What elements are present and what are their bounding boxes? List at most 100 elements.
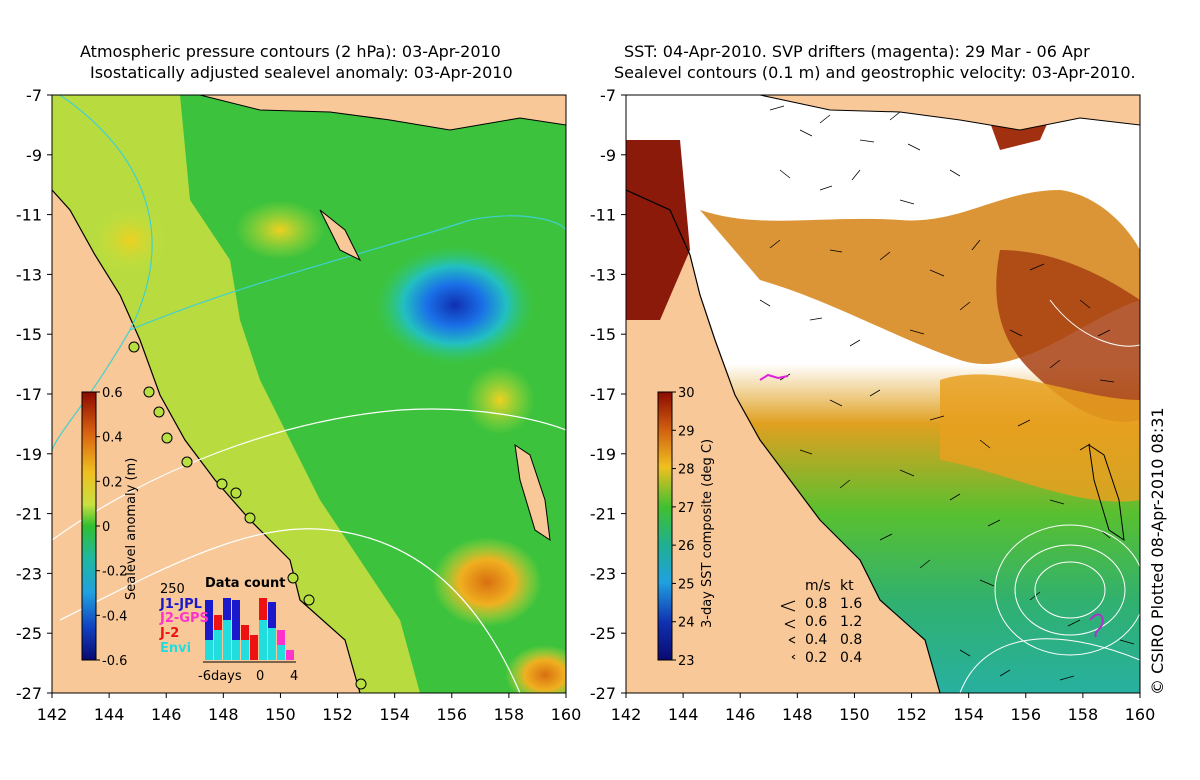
y-tick-label: -25 [16,624,42,643]
y-tick-label: -19 [16,445,42,464]
new-guinea-coast [52,95,566,131]
pressure-contour-4 [59,528,521,693]
colorbar-tick-label: 26 [678,539,695,554]
hist-bar [232,640,240,660]
y-tick-label: -11 [16,206,42,225]
hot-sst-patch [996,250,1140,422]
right-map [626,95,1140,693]
x-tick-label: 156 [437,705,468,724]
x-tick-label: 154 [953,705,984,724]
hist-bar [205,600,213,660]
y-tick-label: -13 [16,265,42,284]
warm-anomaly-eddy-south [505,645,566,693]
yellow-anomaly-patch [90,205,170,275]
gauge-marker [153,406,165,418]
gulf-hot-sst [626,140,690,320]
colorbar-tick-label: 29 [678,424,695,439]
gauge-marker [287,572,299,584]
y-tick-label: -23 [16,564,42,583]
svp-drifter-track [1089,613,1104,638]
colorbar-tick-label: 30 [678,386,695,401]
pressure-contour-2 [129,215,566,331]
velocity-legend-ms: 0.6 [805,614,827,630]
colorbar-tick-label: 28 [678,463,695,478]
pressure-contour-3 [52,408,566,541]
velocity-legend-ms: 0.2 [805,650,827,666]
data-count-axis-end: 4 [290,669,298,684]
left-title-line1: Atmospheric pressure contours (2 hPa): 0… [80,42,501,61]
x-tick-label: 146 [725,705,756,724]
data-count-max: 250 [160,582,185,597]
y-tick-label: -23 [590,564,616,583]
x-tick-label: 150 [839,705,870,724]
colorbar-tick-label: 0.6 [102,386,123,401]
velocity-legend-ms: 0.8 [805,596,827,612]
colorbar-tick-label: 0.2 [102,475,123,490]
x-tick-label: 158 [1068,705,1099,724]
velocity-legend-ms: 0.4 [805,632,827,648]
colorbar-tick-label: -0.2 [102,565,127,580]
left-colorbar [81,391,97,661]
x-tick-label: 148 [208,705,239,724]
gauge-marker [161,432,173,444]
x-tick-label: 154 [379,705,410,724]
subtropical-warm [940,374,1140,502]
new-caledonia-right [1088,443,1125,542]
velocity-legend-kt: 1.6 [840,596,862,612]
gauge-marker [143,386,155,398]
velocity-legend-kt: 0.8 [840,632,862,648]
y-tick-label: -15 [590,325,616,344]
left-title-line2: Isostatically adjusted sealevel anomaly:… [90,63,513,82]
velocity-legend-kt-header: kt [840,578,854,594]
hist-bar [250,635,258,660]
mission-label-j1: J1-JPL [159,597,202,612]
y-tick-label: -17 [590,385,616,404]
velocity-legend-arrows [780,600,796,660]
mission-label-envi: Envi [160,641,191,656]
velocity-legend-kt: 1.2 [840,614,862,630]
x-tick-label: 152 [322,705,353,724]
data-count-axis-start: -6days [198,669,242,684]
gauge-marker [181,456,193,468]
right-colorbar-label: 3-day SST composite (deg C) [700,439,715,628]
colorbar-tick-label: 23 [678,654,695,669]
x-tick-label: 160 [1125,705,1156,724]
hist-bar [205,640,213,660]
x-tick-label: 142 [37,705,68,724]
yellow-anomaly-patch-3 [465,365,535,435]
colorbar-tick-label: -0.4 [102,609,127,624]
plot-credit-text: © CSIRO Plotted 08-Apr-2010 08:31 [1148,407,1167,695]
y-tick-label: -15 [16,325,42,344]
warm-anomaly-eddy [432,537,542,627]
x-tick-label: 150 [265,705,296,724]
australia-coastline-right [626,189,941,693]
y-tick-label: -9 [26,146,42,165]
gauge-marker [230,487,242,499]
hist-bar [277,645,285,660]
mission-label-j2: J2-GPS [159,611,209,626]
hist-bar [214,630,222,660]
axes-layer: 142 144 146 148 150 152 154 156 158 160 -7 -9 -11 -13… [16,86,1155,724]
y-tick-label: -27 [590,684,616,703]
left-panel-title: Atmospheric pressure contours (2 hPa): 0… [80,41,513,83]
y-tick-label: -17 [16,385,42,404]
right-title-line2: Sealevel contours (0.1 m) and geostrophi… [614,63,1136,82]
y-tick-label: -9 [600,146,616,165]
y-tick-label: -25 [590,624,616,643]
colorbar-tick-label: 24 [678,616,695,631]
y-tick-label: -27 [16,684,42,703]
x-tick-label: 144 [94,705,125,724]
y-tick-label: -11 [590,206,616,225]
x-tick-label: 152 [896,705,927,724]
data-count-histogram [203,598,296,663]
colorbar-tick-label: 25 [678,577,695,592]
x-tick-label: 160 [551,705,582,724]
hist-bar [268,628,276,660]
pressure-contour-1 [52,95,153,451]
yellow-anomaly-patch-2 [235,200,325,260]
x-tick-label: 146 [151,705,182,724]
data-count-axis-zero: 0 [256,669,264,684]
y-tick-label: -7 [600,86,616,105]
solomon-island [319,209,362,262]
